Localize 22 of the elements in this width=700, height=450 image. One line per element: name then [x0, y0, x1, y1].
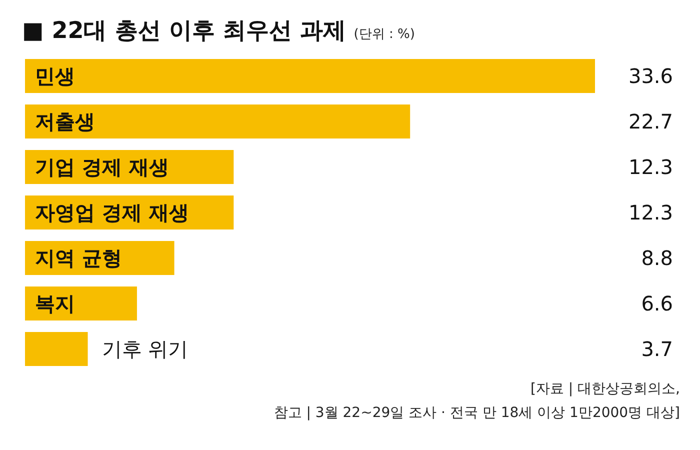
y-tick-label: 지역 균형	[35, 246, 122, 270]
bar	[25, 59, 595, 93]
data-label: 8.8	[641, 246, 673, 270]
text: 참고 | 3월 22~29일 조사 · 전국 만 18세 이상 1만2000명 대상]	[274, 405, 680, 421]
y-tick-label: 복지	[35, 292, 75, 316]
bar	[25, 104, 410, 138]
y-tick-label: 기후 위기	[102, 337, 188, 361]
y-tick-label: 민생	[35, 64, 75, 88]
chart-subtitle: (단위 : %)	[354, 27, 415, 42]
bar	[25, 332, 88, 366]
y-tick-label: 저출생	[35, 110, 95, 134]
chart-title: ■ 22대 총선 이후 최우선 과제	[22, 18, 346, 44]
y-tick-label: 기업 경제 재생	[35, 155, 169, 179]
data-label: 12.3	[628, 200, 673, 224]
bar	[25, 286, 137, 320]
text: [자료 | 대한상공회의소,	[530, 381, 680, 397]
data-label: 22.7	[628, 110, 673, 134]
data-label: 12.3	[628, 155, 673, 179]
data-label: 33.6	[628, 64, 673, 88]
data-label: 3.7	[641, 337, 673, 361]
y-tick-label: 자영업 경제 재생	[35, 200, 189, 224]
data-label: 6.6	[641, 292, 673, 316]
